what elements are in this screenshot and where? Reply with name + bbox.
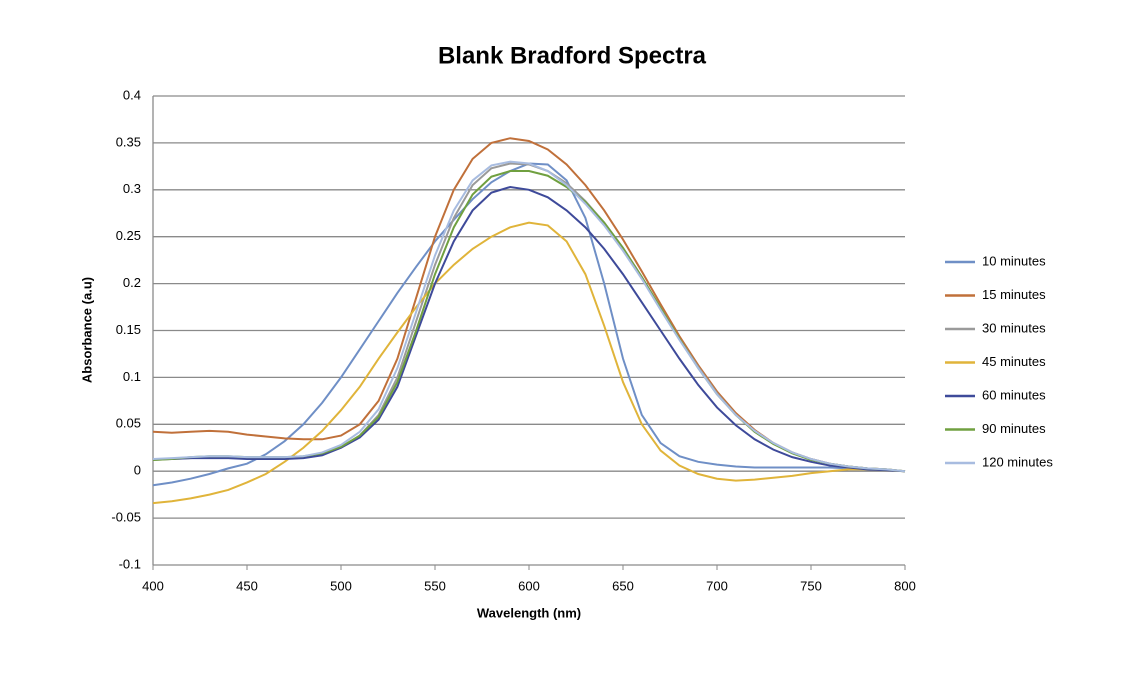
y-tick-label: 0.4: [123, 87, 141, 102]
legend-label: 90 minutes: [982, 421, 1046, 436]
x-tick-label: 550: [424, 578, 446, 593]
series-line: [152, 160, 906, 473]
legend-label: 45 minutes: [982, 354, 1046, 369]
x-tick-label: 650: [612, 578, 634, 593]
x-tick-label: 450: [236, 578, 258, 593]
y-tick-label: -0.05: [111, 510, 141, 525]
x-axis-title: Wavelength (nm): [477, 605, 581, 620]
y-axis-title: Absorbance (a.u): [79, 277, 94, 383]
y-tick-label: 0.2: [123, 275, 141, 290]
series-line: [152, 137, 906, 473]
y-tick-label: 0.25: [116, 228, 141, 243]
legend-label: 10 minutes: [982, 253, 1046, 268]
y-tick-label: 0: [134, 463, 141, 478]
x-tick-label: 700: [706, 578, 728, 593]
x-tick-label: 800: [894, 578, 916, 593]
series-line: [152, 221, 906, 505]
y-tick-label: -0.1: [119, 556, 141, 571]
legend-label: 15 minutes: [982, 287, 1046, 302]
y-tick-label: 0.1: [123, 369, 141, 384]
x-tick-label: 400: [142, 578, 164, 593]
y-tick-label: 0.15: [116, 322, 141, 337]
series-line: [152, 170, 906, 473]
x-tick-label: 600: [518, 578, 540, 593]
legend-label: 60 minutes: [982, 387, 1046, 402]
x-tick-label: 750: [800, 578, 822, 593]
x-tick-label: 500: [330, 578, 352, 593]
chart-title: Blank Bradford Spectra: [438, 42, 707, 69]
y-tick-label: 0.3: [123, 181, 141, 196]
y-tick-label: 0.05: [116, 416, 141, 431]
legend-label: 30 minutes: [982, 320, 1046, 335]
legend-label: 120 minutes: [982, 454, 1053, 469]
series-line: [152, 162, 906, 473]
y-tick-label: 0.35: [116, 134, 141, 149]
series-line: [153, 185, 906, 473]
